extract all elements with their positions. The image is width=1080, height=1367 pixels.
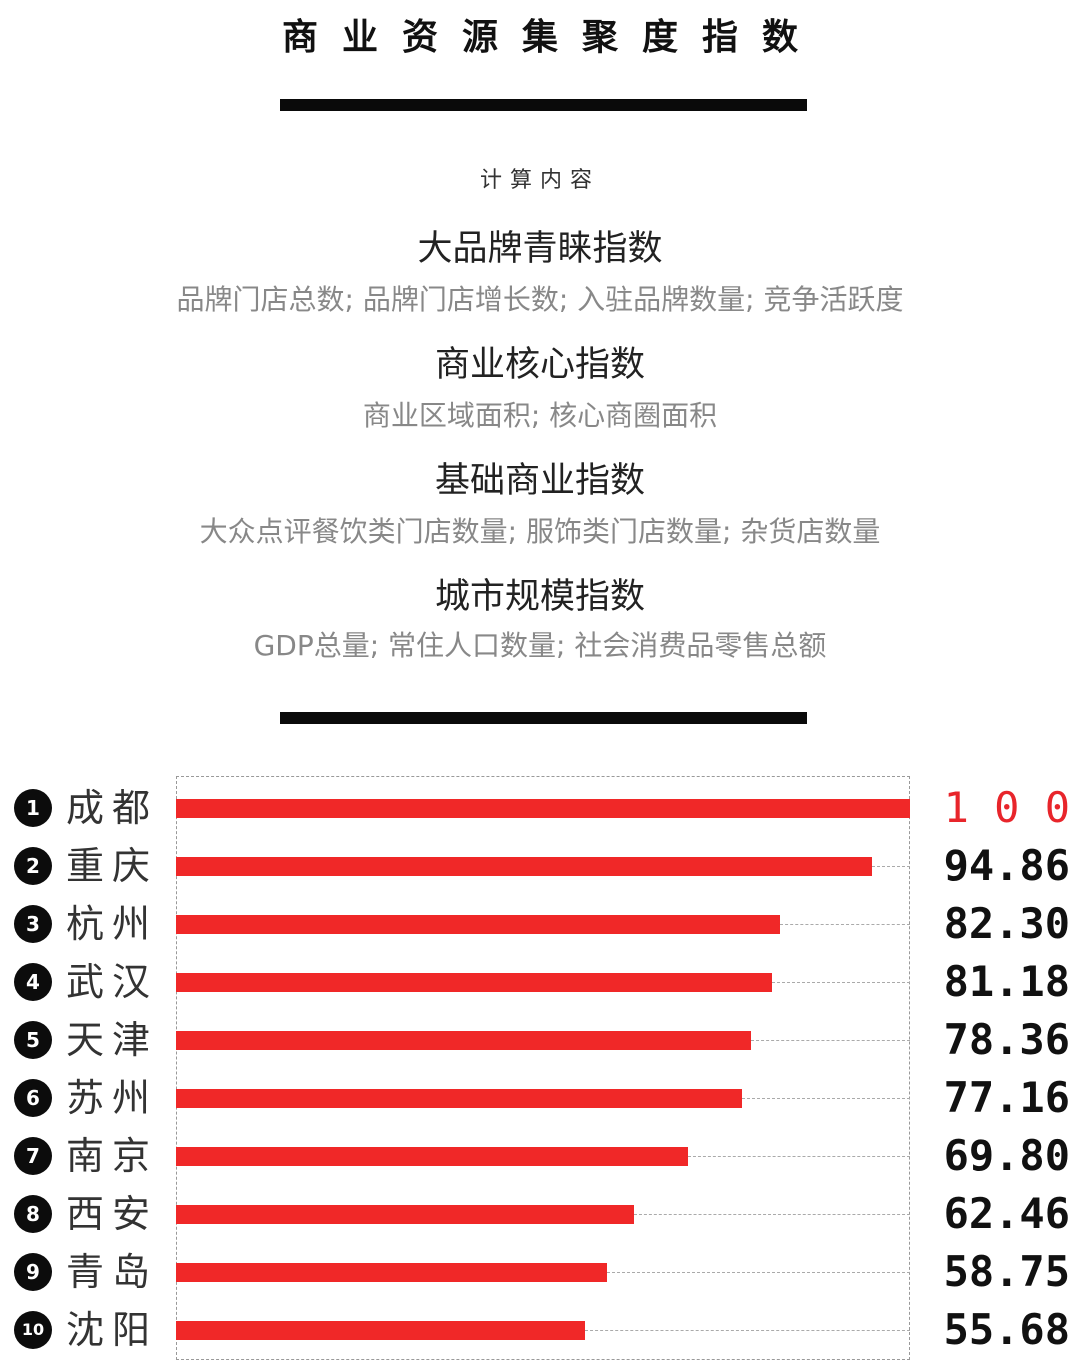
- leader-line: [688, 1156, 910, 1157]
- value-label: 78.36: [943, 1015, 1070, 1064]
- value-label: 62.46: [943, 1189, 1070, 1238]
- rank-badge: 3: [14, 905, 52, 943]
- category-label: 武汉: [66, 960, 159, 1004]
- section-detail: 品牌门店总数; 品牌门店增长数; 入驻品牌数量; 竞争活跃度: [176, 283, 904, 316]
- bar: [176, 915, 781, 934]
- bar: [176, 1147, 689, 1166]
- category-label: 苏州: [66, 1076, 159, 1120]
- category-label: 天津: [66, 1018, 159, 1062]
- value-label: 55.68: [943, 1305, 1070, 1354]
- rank-badge: 7: [14, 1137, 52, 1175]
- category-label: 沈阳: [66, 1308, 159, 1352]
- category-label: 青岛: [66, 1250, 159, 1294]
- bar: [176, 1321, 585, 1340]
- section-heading: 大品牌青睐指数: [417, 229, 663, 269]
- value-label: 58.75: [943, 1247, 1070, 1296]
- value-label: 77.16: [943, 1073, 1070, 1122]
- rank-badge: 1: [14, 789, 52, 827]
- leader-line: [584, 1330, 910, 1331]
- page-title: 商业资源集聚度指数: [281, 17, 822, 58]
- value-label: 1 0 0: [943, 783, 1070, 832]
- leader-line: [872, 866, 910, 867]
- chart-frame: [176, 776, 910, 1360]
- section-detail: 商业区域面积; 核心商圈面积: [362, 399, 718, 432]
- bar: [176, 1263, 608, 1282]
- category-label: 南京: [66, 1134, 159, 1178]
- calc-label: 计算内容: [479, 168, 600, 193]
- section-heading: 城市规模指数: [434, 577, 645, 617]
- value-label: 81.18: [943, 957, 1070, 1006]
- rank-badge: 4: [14, 963, 52, 1001]
- rank-badge: 5: [14, 1021, 52, 1059]
- rank-badge: 10: [14, 1311, 52, 1349]
- value-label: 94.86: [943, 841, 1070, 890]
- rank-badge: 2: [14, 847, 52, 885]
- leader-line: [607, 1272, 910, 1273]
- section-heading: 商业核心指数: [434, 345, 645, 385]
- rank-badge: 6: [14, 1079, 52, 1117]
- rank-badge: 9: [14, 1253, 52, 1291]
- leader-line: [634, 1214, 910, 1215]
- section-detail: GDP总量; 常住人口数量; 社会消费品零售总额: [253, 629, 827, 662]
- section-heading: 基础商业指数: [434, 461, 645, 501]
- leader-line: [771, 982, 910, 983]
- leader-line: [751, 1040, 910, 1041]
- leader-line: [780, 924, 910, 925]
- bar: [176, 1205, 635, 1224]
- bar: [176, 1031, 752, 1050]
- section-detail: 大众点评餐饮类门店数量; 服饰类门店数量; 杂货店数量: [199, 515, 881, 548]
- divider-bottom: [280, 712, 807, 724]
- bar: [176, 799, 910, 818]
- category-label: 成都: [66, 786, 159, 830]
- divider-top: [280, 99, 807, 111]
- value-label: 69.80: [943, 1131, 1070, 1180]
- bar: [176, 973, 772, 992]
- category-label: 西安: [66, 1192, 159, 1236]
- value-label: 82.30: [943, 899, 1070, 948]
- category-label: 重庆: [66, 844, 159, 888]
- category-label: 杭州: [66, 902, 159, 946]
- leader-line: [742, 1098, 910, 1099]
- bar: [176, 857, 873, 876]
- bar: [176, 1089, 743, 1108]
- rank-badge: 8: [14, 1195, 52, 1233]
